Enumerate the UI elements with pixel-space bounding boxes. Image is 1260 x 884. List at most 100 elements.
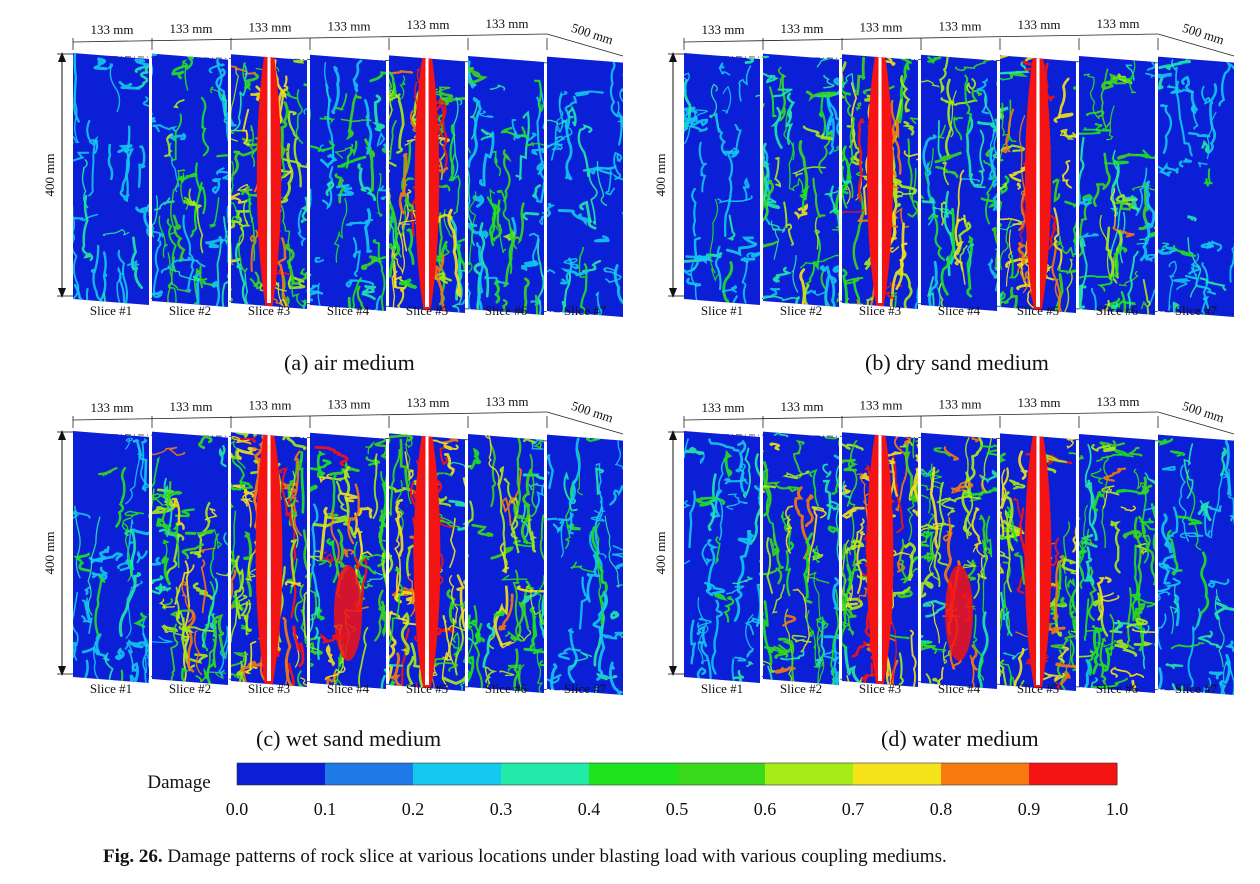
- crack-path: [953, 218, 965, 264]
- crack-path: [1096, 576, 1112, 621]
- crack-path: [468, 500, 474, 553]
- crack-path: [1170, 642, 1205, 650]
- crack-path: [357, 163, 377, 202]
- crack-path: [518, 629, 532, 641]
- crack-path: [393, 507, 403, 591]
- crack-path: [1099, 637, 1110, 693]
- crack-path: [846, 439, 858, 507]
- crack-path: [152, 112, 157, 128]
- crack-path: [1103, 467, 1127, 482]
- crack-path: [231, 118, 237, 128]
- crack-path: [1004, 491, 1014, 552]
- crack-path: [522, 473, 544, 483]
- crack-path: [903, 440, 918, 503]
- crack-path: [513, 648, 523, 693]
- crack-path: [424, 438, 459, 451]
- crack-path: [161, 539, 170, 564]
- slice-5-damage-map: [389, 55, 465, 314]
- crack-path: [171, 497, 185, 530]
- crack-path: [1083, 546, 1095, 586]
- slice-7-damage-map: [1158, 56, 1234, 317]
- crack-path: [1000, 290, 1006, 314]
- crack-path: [879, 451, 902, 465]
- crack-path: [1187, 608, 1201, 688]
- crack-path: [732, 123, 742, 156]
- crack-path: [564, 95, 577, 130]
- crack-path: [1129, 57, 1136, 94]
- crack-path: [921, 493, 929, 506]
- crack-path: [489, 187, 507, 254]
- crack-path: [885, 656, 896, 688]
- crack-path: [950, 481, 974, 492]
- crack-path: [198, 434, 213, 449]
- slice-5-damage-map: [389, 433, 465, 692]
- dimension-label-133mm: 133 mm: [91, 400, 134, 415]
- crack-path: [223, 626, 228, 660]
- crack-path: [250, 124, 256, 168]
- crack-path: [859, 472, 875, 482]
- crack-path: [697, 617, 712, 629]
- crack-path: [171, 64, 189, 80]
- figure-caption: Fig. 26. Damage patterns of rock slice a…: [103, 846, 947, 868]
- crack-path: [1000, 75, 1013, 81]
- dimension-line: [1157, 33, 1235, 57]
- crack-path: [735, 439, 747, 493]
- crack-path: [842, 675, 851, 688]
- crack-path: [769, 86, 777, 118]
- crack-path: [514, 601, 525, 642]
- crack-path: [1072, 203, 1076, 246]
- crack-path: [726, 585, 745, 595]
- crack-path: [763, 484, 776, 494]
- crack-path: [201, 577, 219, 648]
- slice-figure-water: 133 mm 133 mm 133 mm 133 mm 133 mm 133 mm 500 …: [653, 394, 1235, 696]
- crack-path: [390, 652, 403, 689]
- crack-path: [231, 552, 235, 576]
- crack-path: [357, 506, 373, 519]
- slice-4-damage-map: [921, 432, 997, 690]
- crack-path: [474, 622, 486, 644]
- crack-path: [173, 99, 185, 109]
- crack-path: [690, 619, 697, 665]
- crack-path: [1084, 677, 1098, 693]
- crack-path: [937, 120, 942, 160]
- crack-path: [360, 255, 379, 270]
- crack-path: [824, 187, 839, 197]
- crack-path: [175, 586, 189, 659]
- crack-path: [603, 267, 622, 284]
- crack-path: [1197, 161, 1208, 168]
- crack-path: [811, 506, 827, 519]
- crack-path: [930, 602, 940, 644]
- crack-path: [954, 59, 991, 72]
- crack-path: [831, 661, 839, 685]
- crack-path: [83, 659, 93, 683]
- crack-path: [1070, 599, 1076, 658]
- crack-path: [383, 142, 386, 226]
- crack-path: [799, 185, 810, 209]
- crack-path: [282, 158, 307, 171]
- crack-path: [615, 561, 623, 570]
- crack-path: [359, 554, 376, 575]
- crack-path: [73, 53, 80, 123]
- crack-path: [893, 207, 910, 228]
- crack-path: [456, 574, 465, 631]
- crack-path: [286, 434, 307, 451]
- crack-path: [159, 490, 183, 499]
- slice-label: Slice #2: [169, 303, 211, 318]
- crack-path: [709, 198, 720, 282]
- crack-path: [891, 457, 899, 497]
- crack-path: [723, 449, 733, 478]
- crack-path: [170, 113, 183, 161]
- crack-path: [1000, 213, 1023, 226]
- crack-path: [161, 481, 172, 526]
- crack-path: [284, 470, 299, 548]
- height-label: 400 mm: [42, 154, 57, 197]
- crack-path: [691, 236, 701, 272]
- crack-path: [494, 585, 509, 647]
- crack-path: [1133, 468, 1147, 493]
- crack-path: [231, 447, 257, 461]
- crack-path: [314, 257, 324, 263]
- crack-path: [746, 251, 760, 258]
- crack-path: [1000, 102, 1010, 171]
- crack-path: [478, 222, 490, 298]
- crack-path: [224, 230, 228, 265]
